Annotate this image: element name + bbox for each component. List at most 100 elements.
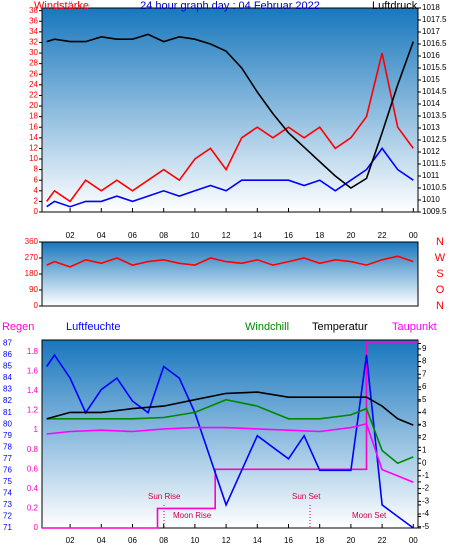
y-tick-label: 360: [25, 237, 39, 246]
y3-tick-label: 0.4: [27, 484, 39, 493]
y3-tick-label: 1: [34, 425, 39, 434]
x-tick-label: 02: [66, 536, 75, 545]
y-tick-label: 75: [3, 477, 12, 486]
x-tick-label: 12: [222, 536, 231, 545]
y3-tick-label: 1.4: [27, 386, 39, 395]
y-tick-label: 84: [3, 373, 12, 382]
y2-tick-label: -2: [422, 484, 430, 493]
series-line: [46, 391, 414, 426]
x-tick-label: 14: [253, 231, 262, 240]
x-tick-label: 18: [315, 231, 324, 240]
plot-3: [41, 339, 419, 529]
legend: Regen: [2, 321, 34, 333]
y-tick-label: 85: [3, 362, 12, 371]
x-tick-label: 16: [284, 231, 293, 240]
x-tick-label: 10: [190, 536, 199, 545]
y2-tick-label: -1: [422, 471, 430, 480]
y2-tick-label: 1013.5: [422, 111, 447, 120]
annotation: Moon Set: [352, 511, 387, 520]
y2-tick-label: 4: [422, 408, 427, 417]
x-tick-label: 14: [253, 536, 262, 545]
legend: Temperatur: [312, 321, 368, 333]
legend: Windchill: [245, 321, 289, 333]
x-tick-label: 08: [159, 536, 168, 545]
y2-tick-label: 2: [422, 433, 427, 442]
series-line: [46, 52, 414, 203]
y-tick-label: 28: [29, 59, 38, 68]
y-tick-label: 22: [29, 91, 38, 100]
y2-tick-label: 1015: [422, 75, 440, 84]
y-tick-label: 71: [3, 523, 12, 532]
y-tick-label: 180: [25, 269, 39, 278]
x-tick-label: 16: [284, 536, 293, 545]
direction-label: N: [436, 236, 444, 248]
x-tick-label: 22: [378, 536, 387, 545]
y-tick-label: 81: [3, 408, 12, 417]
y2-tick-label: 1013: [422, 123, 440, 132]
y2-tick-label: 1014: [422, 99, 440, 108]
y-tick-label: 4: [34, 186, 39, 195]
y3-tick-label: 1.8: [27, 347, 39, 356]
y-tick-label: 86: [3, 350, 12, 359]
direction-label: W: [435, 252, 446, 264]
y-tick-label: 36: [29, 16, 38, 25]
y-tick-label: 14: [29, 133, 38, 142]
y-tick-label: 76: [3, 465, 12, 474]
y-tick-label: 78: [3, 442, 12, 451]
y-tick-label: 83: [3, 385, 12, 394]
y2-tick-label: 1009.5: [422, 207, 447, 216]
y2-tick-label: 1018: [422, 3, 440, 12]
y3-tick-label: 0.6: [27, 464, 39, 473]
y-tick-label: 16: [29, 122, 38, 131]
y-tick-label: 10: [29, 154, 38, 163]
y-tick-label: 20: [29, 101, 38, 110]
direction-label: O: [436, 284, 445, 296]
y-tick-label: 2: [34, 197, 39, 206]
y-tick-label: 26: [29, 69, 38, 78]
y2-tick-label: 1011: [422, 171, 440, 180]
series-line: [46, 353, 414, 529]
y2-tick-label: 6: [422, 382, 427, 391]
y2-tick-label: 7: [422, 369, 427, 378]
y2-tick-label: 1014.5: [422, 87, 447, 96]
y2-tick-label: 1010: [422, 195, 440, 204]
y3-tick-label: 0.2: [27, 504, 39, 513]
y2-tick-label: 1012.5: [422, 135, 447, 144]
series-line: [46, 147, 414, 208]
y2-tick-label: -4: [422, 509, 430, 518]
legend: Taupunkt: [392, 321, 437, 333]
x-tick-label: 06: [128, 231, 137, 240]
direction-label: N: [436, 300, 444, 312]
annotation: Sun Set: [292, 492, 321, 501]
y2-tick-label: 0: [422, 458, 427, 467]
x-tick-label: 08: [159, 231, 168, 240]
legend: Luftfeuchte: [66, 321, 120, 333]
y-tick-label: 12: [29, 144, 38, 153]
title: 24 hour graph day : 04 Februar 2022: [140, 0, 320, 12]
y-tick-label: 72: [3, 512, 12, 521]
y-label: Windstärke: [34, 0, 89, 12]
y-tick-label: 30: [29, 48, 38, 57]
x-tick-label: 04: [97, 231, 106, 240]
y-tick-label: 6: [34, 175, 39, 184]
x-tick-label: 04: [97, 536, 106, 545]
x-tick-label: 22: [378, 231, 387, 240]
annotation: Sun Rise: [148, 492, 181, 501]
y2-tick-label: 9: [422, 344, 427, 353]
y-tick-label: 24: [29, 80, 38, 89]
y2-tick-label: 1017: [422, 27, 440, 36]
x-tick-label: 02: [66, 231, 75, 240]
y-tick-label: 87: [3, 339, 12, 348]
direction-label: S: [436, 268, 443, 280]
y2-tick-label: 1012: [422, 147, 440, 156]
series-line: [42, 341, 418, 529]
y-tick-label: 80: [3, 419, 12, 428]
y-tick-label: 270: [25, 253, 39, 262]
y2-tick-label: 1016.5: [422, 39, 447, 48]
y2-tick-label: 3: [422, 420, 427, 429]
y2-tick-label: 1: [422, 446, 427, 455]
x-tick-label: 00: [409, 231, 418, 240]
y2-tick-label: -5: [422, 522, 430, 531]
x-tick-label: 20: [346, 536, 355, 545]
